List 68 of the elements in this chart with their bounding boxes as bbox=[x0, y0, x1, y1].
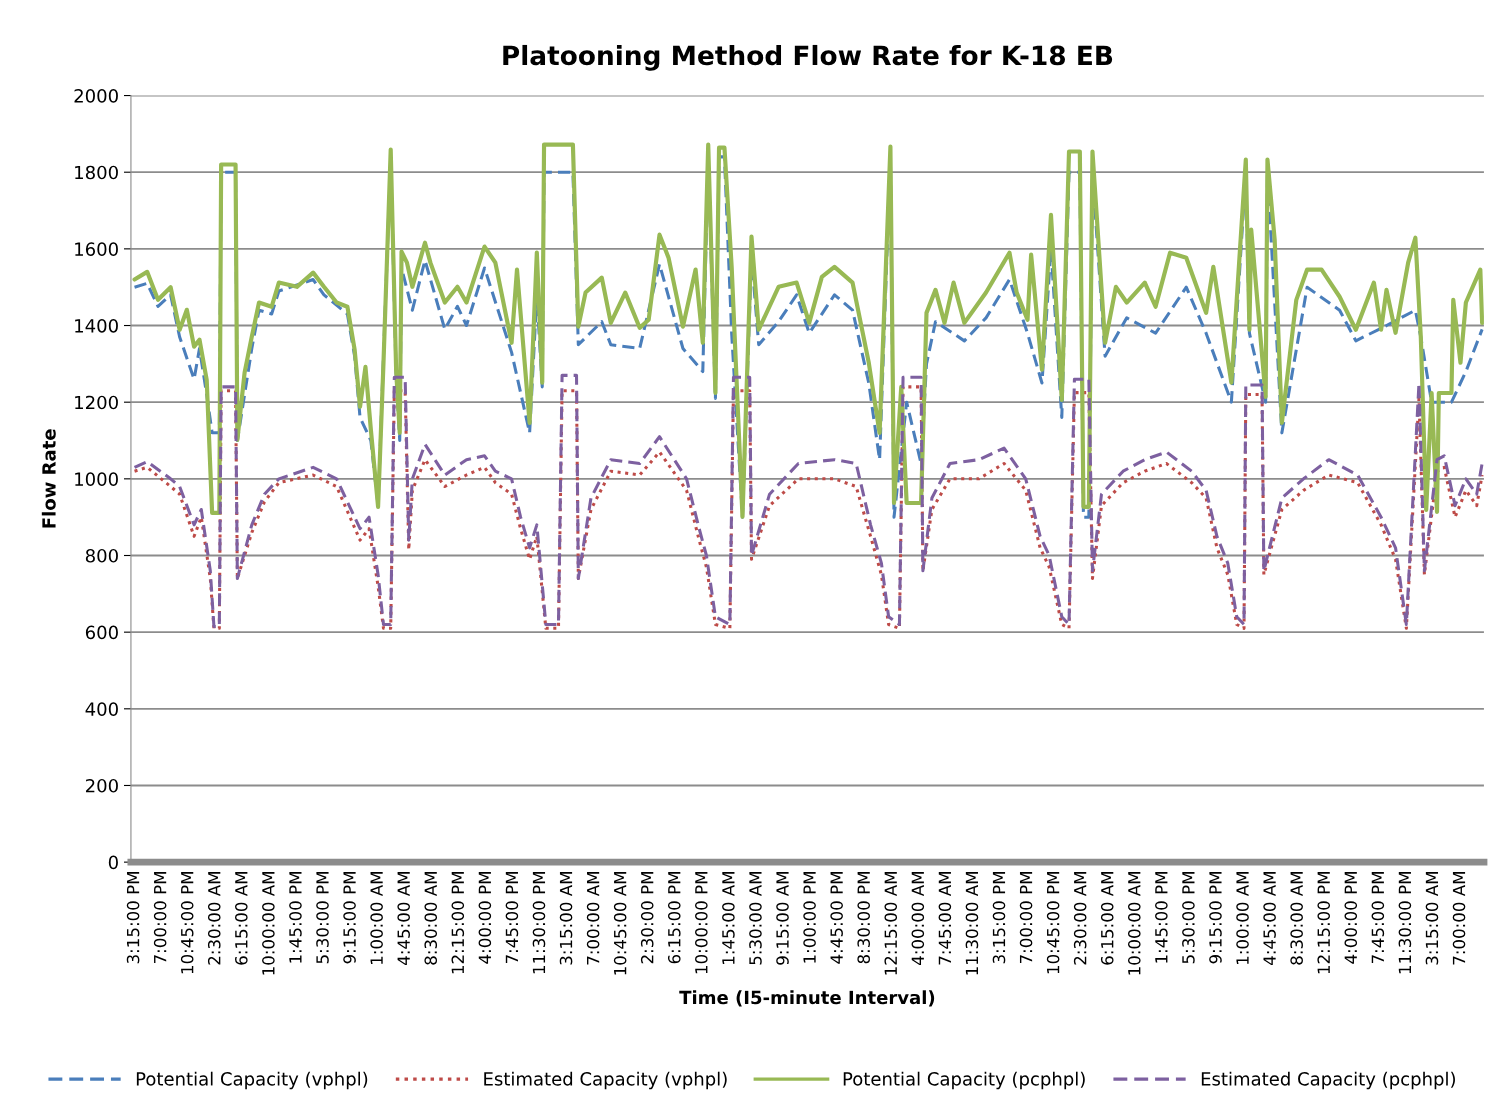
x-tick-label: 1:00:00 PM bbox=[803, 872, 816, 963]
x-tick-label: 1:45:00 PM bbox=[1155, 872, 1168, 963]
x-tick-label: 3:15:00 PM bbox=[126, 872, 140, 964]
x-axis-title: Time (I5-minute Interval) bbox=[679, 990, 935, 1007]
x-tick-label: 1:00:00 AM bbox=[1236, 872, 1249, 964]
x-tick-label: 4:45:00 PM bbox=[830, 872, 843, 964]
x-tick-label: 12:15:00 PM bbox=[1317, 872, 1331, 974]
x-tick-label: 3:15:00 AM bbox=[1425, 872, 1439, 965]
x-tick-label: 12:15:00 PM bbox=[451, 872, 465, 974]
x-tick-label: 8:30:00 PM bbox=[857, 872, 870, 964]
x-tick-label: 10:00:00 AM bbox=[262, 872, 275, 975]
x-tick-label: 6:15:00 PM bbox=[667, 872, 681, 964]
x-tick-label: 5:30:00 PM bbox=[1182, 872, 1195, 964]
x-tick-label: 7:00:00 AM bbox=[586, 872, 600, 965]
y-axis-title: Flow Rate bbox=[41, 429, 56, 528]
x-tick-label: 2:30:00 PM bbox=[640, 872, 654, 964]
x-tick-label: 7:00:00 AM bbox=[1452, 872, 1466, 965]
x-tick-label: 2:30:00 AM bbox=[1073, 872, 1087, 965]
x-tick-label: 1:45:00 AM bbox=[722, 872, 735, 964]
x-tick-label: 7:00:00 PM bbox=[153, 872, 167, 964]
x-tick-label: 4:45:00 AM bbox=[397, 872, 410, 965]
x-tick-label: 9:15:00 PM bbox=[1209, 872, 1222, 964]
x-tick-label: 11:30:00 AM bbox=[965, 872, 979, 975]
x-tick-label: 1:45:00 PM bbox=[289, 872, 302, 963]
x-tick-label: 6:15:00 AM bbox=[1100, 872, 1114, 965]
x-tick-label: 7:45:00 AM bbox=[938, 872, 952, 965]
x-tick-label: 10:45:00 PM bbox=[180, 872, 194, 974]
y-tick-label: 800 bbox=[85, 548, 118, 563]
y-tick-label: 2000 bbox=[74, 89, 118, 103]
legend-label: Estimated Capacity (vphpl) bbox=[484, 1071, 727, 1090]
x-tick-label: 8:30:00 AM bbox=[424, 872, 438, 965]
x-tick-label: 11:30:00 PM bbox=[532, 872, 546, 974]
y-tick-label: 400 bbox=[85, 702, 118, 716]
x-tick-label: 7:00:00 PM bbox=[1019, 872, 1033, 964]
x-tick-label: 2:30:00 AM bbox=[207, 872, 221, 965]
x-tick-label: 3:15:00 AM bbox=[559, 872, 573, 965]
x-tick-label: 1:00:00 AM bbox=[370, 872, 383, 964]
x-tick-label: 4:00:00 PM bbox=[478, 872, 492, 964]
x-tick-label: 6:15:00 AM bbox=[235, 872, 248, 965]
x-tick-label: 4:00:00 PM bbox=[1344, 872, 1358, 964]
x-tick-label: 10:45:00 PM bbox=[1046, 872, 1060, 974]
x-tick-label: 10:00:00 PM bbox=[695, 872, 708, 974]
x-tick-label: 11:30:00 PM bbox=[1398, 872, 1412, 974]
y-tick-label: 1000 bbox=[75, 472, 118, 486]
x-tick-label: 10:00:00 AM bbox=[1127, 872, 1141, 975]
legend-label: Estimated Capacity (pcphpl) bbox=[1201, 1071, 1455, 1090]
x-tick-label: 3:15:00 PM bbox=[992, 872, 1006, 964]
y-tick-label: 200 bbox=[85, 778, 118, 793]
y-tick-label: 600 bbox=[85, 625, 118, 640]
x-tick-label: 4:00:00 AM bbox=[911, 872, 925, 965]
chart-title: Platooning Method Flow Rate for K-18 EB bbox=[503, 44, 1113, 71]
x-tick-label: 5:30:00 PM bbox=[316, 872, 329, 964]
x-tick-label: 12:15:00 AM bbox=[884, 872, 898, 975]
x-tick-label: 7:45:00 PM bbox=[505, 872, 519, 964]
y-tick-label: 1800 bbox=[75, 165, 118, 180]
x-tick-label: 5:30:00 AM bbox=[749, 872, 762, 965]
x-tick-label: 4:45:00 AM bbox=[1263, 872, 1276, 965]
y-tick-label: 1600 bbox=[75, 242, 118, 256]
y-tick-label: 0 bbox=[108, 855, 118, 870]
legend-label: Potential Capacity (pcphpl) bbox=[843, 1071, 1085, 1090]
x-tick-label: 10:45:00 AM bbox=[613, 872, 627, 975]
x-tick-label: 8:30:00 AM bbox=[1290, 872, 1303, 965]
y-tick-label: 1400 bbox=[75, 318, 118, 333]
x-tick-label: 9:15:00 AM bbox=[776, 872, 789, 965]
x-tick-label: 7:45:00 PM bbox=[1371, 872, 1385, 964]
y-tick-label: 1200 bbox=[75, 395, 118, 410]
x-tick-label: 9:15:00 PM bbox=[343, 872, 356, 964]
legend-label: Potential Capacity (vphpl) bbox=[136, 1071, 368, 1090]
